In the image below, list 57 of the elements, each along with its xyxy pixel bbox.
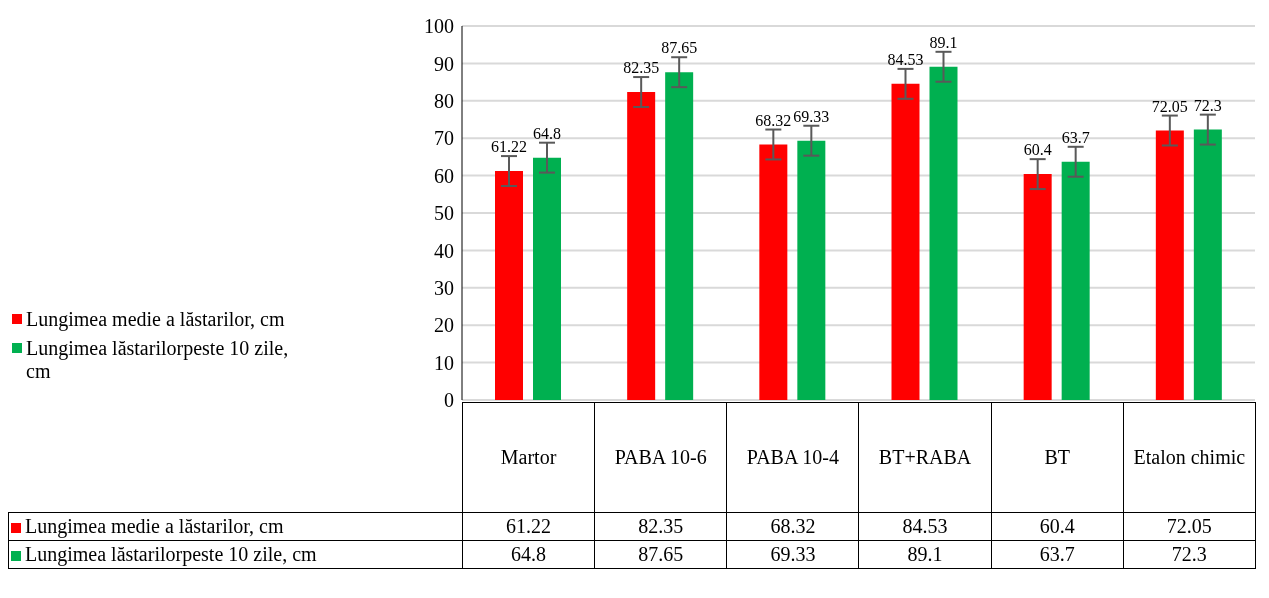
text: 69.33: [726, 540, 859, 569]
bar: [627, 92, 656, 400]
bar: [929, 66, 958, 400]
bar: [797, 140, 826, 400]
x-tick-label: Martor: [462, 402, 595, 513]
x-tick-label: PABA 10-4: [726, 402, 859, 513]
text: 72.05: [1123, 512, 1256, 541]
text: Lungimea lăstarilorpeste 10 zile, cm: [25, 543, 317, 565]
y-tick-label: 80: [434, 89, 454, 112]
data-label: 82.35: [623, 59, 660, 77]
text: 89.1: [858, 540, 992, 569]
data-label: 68.32: [755, 111, 792, 129]
y-tick-label: 10: [434, 351, 454, 374]
text: 84.53: [858, 512, 992, 541]
y-tick-label: 50: [434, 202, 454, 225]
text: 72.3: [1123, 540, 1256, 569]
text: 64.8: [462, 540, 595, 569]
y-tick-label: 40: [434, 239, 454, 262]
text: 87.65: [594, 540, 727, 569]
bar: [1193, 129, 1222, 400]
text: 61.22: [462, 512, 595, 541]
bar: [891, 83, 920, 400]
data-label: 84.53: [887, 50, 924, 68]
x-tick-label: Etalon chimic: [1123, 402, 1256, 513]
y-tick-label: 30: [434, 276, 454, 299]
y-tick-label: 90: [434, 52, 454, 75]
text: Lungimea medie a lăstarilor, cm: [25, 515, 284, 537]
data-label: 72.3: [1193, 96, 1222, 114]
bar: [759, 144, 788, 400]
text: 60.4: [991, 512, 1124, 541]
y-tick-label: 100: [424, 15, 454, 38]
text: 68.32: [726, 512, 859, 541]
x-tick-label: BT: [991, 402, 1124, 513]
text: 82.35: [594, 512, 727, 541]
data-label: 61.22: [491, 138, 527, 156]
x-tick-label: PABA 10-6: [594, 402, 727, 513]
legend-label: Lungimea medie a lăstarilor, cm: [26, 308, 285, 331]
y-tick-label: 70: [434, 127, 454, 150]
y-tick-label: 0: [444, 389, 454, 412]
bar: [1061, 161, 1090, 400]
text: 63.7: [991, 540, 1124, 569]
bar: [1155, 130, 1184, 400]
data-label: 64.8: [533, 124, 561, 142]
data-label: 60.4: [1023, 141, 1052, 159]
y-tick-label: 60: [434, 164, 454, 187]
bar: [1023, 174, 1052, 400]
data-label: 72.05: [1151, 97, 1188, 115]
bar: [495, 171, 523, 400]
data-label: 69.33: [793, 107, 830, 125]
x-tick-label: BT+RABA: [858, 402, 992, 513]
bar: [533, 157, 561, 400]
data-label: 63.7: [1061, 128, 1090, 146]
data-label: 87.65: [661, 39, 698, 57]
y-tick-label: 20: [434, 314, 454, 337]
data-label: 89.1: [929, 33, 958, 51]
bar: [665, 72, 694, 400]
legend-label: Lungimea lăstarilorpeste 10 zile, cm: [26, 337, 290, 383]
